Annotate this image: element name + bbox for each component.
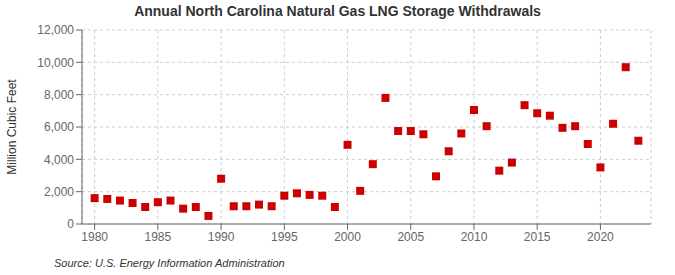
svg-text:1985: 1985 [145, 230, 172, 244]
svg-text:2015: 2015 [524, 230, 551, 244]
svg-text:4,000: 4,000 [44, 153, 74, 167]
svg-text:2000: 2000 [334, 230, 361, 244]
svg-text:1980: 1980 [81, 230, 108, 244]
svg-text:8,000: 8,000 [44, 88, 74, 102]
svg-text:2005: 2005 [397, 230, 424, 244]
svg-text:10,000: 10,000 [37, 56, 74, 70]
svg-text:0: 0 [67, 217, 74, 231]
svg-text:2020: 2020 [587, 230, 614, 244]
svg-text:12,000: 12,000 [37, 23, 74, 37]
svg-text:1995: 1995 [271, 230, 298, 244]
svg-text:2010: 2010 [461, 230, 488, 244]
svg-text:Million Cubic Feet: Million Cubic Feet [8, 79, 19, 175]
svg-text:1990: 1990 [208, 230, 235, 244]
html-text:Source: U.S. Energy Informatio: Source: U.S. Energy Information Administ… [54, 257, 285, 269]
html-text:Annual North Carolina Natural: Annual North Carolina Natural Gas LNG St… [134, 3, 541, 19]
svg-text:6,000: 6,000 [44, 120, 74, 134]
svg-text:2,000: 2,000 [44, 185, 74, 199]
